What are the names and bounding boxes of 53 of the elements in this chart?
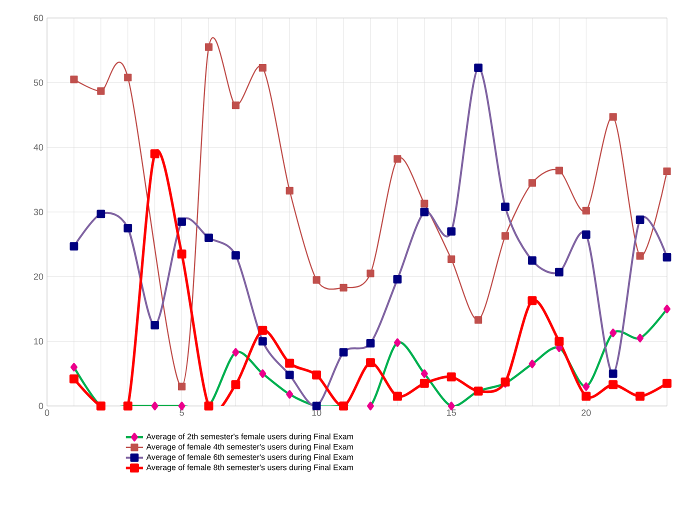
point (528, 179, 536, 187)
point (582, 206, 590, 214)
x-tick-label: 20 (582, 410, 591, 416)
y-tick-label: 10 (34, 338, 44, 345)
point (608, 380, 618, 390)
x-tick-label: 15 (447, 410, 456, 416)
y-tick-label: 20 (34, 273, 44, 280)
point (178, 382, 186, 390)
point (420, 200, 428, 208)
point (663, 167, 671, 176)
point (394, 155, 402, 163)
point (97, 87, 105, 95)
legend-label: Average of female 4th semester's users during Final Exam (146, 444, 353, 452)
point (555, 166, 563, 174)
legend-label: Average of female 6th semester's users during Final Exam (146, 454, 353, 462)
point (448, 255, 456, 263)
point (554, 336, 564, 346)
legend-label: Average of female 8th semester's users during Final Exam (146, 464, 353, 472)
point (232, 101, 240, 110)
point (420, 378, 429, 388)
legend-label: Average of 2th semester's female users during Final Exam (146, 433, 353, 441)
y-tick-label: 0 (38, 402, 44, 410)
x-tick-label: 0 (44, 410, 50, 416)
point (366, 270, 374, 278)
point (392, 392, 402, 401)
y-tick-label: 50 (34, 79, 44, 86)
point (501, 232, 510, 240)
point (340, 284, 348, 292)
point (474, 316, 482, 324)
point (70, 76, 78, 84)
point (636, 252, 644, 260)
point (124, 74, 132, 82)
point (258, 326, 268, 335)
point (366, 358, 375, 368)
point (69, 374, 78, 384)
y-tick-label: 60 (34, 14, 44, 22)
point (204, 43, 213, 51)
point (528, 296, 537, 306)
point (286, 186, 294, 194)
y-tick-label: 40 (34, 144, 44, 151)
point (231, 380, 240, 390)
point (312, 276, 320, 284)
point (312, 370, 322, 380)
point (177, 250, 186, 259)
point (150, 149, 160, 158)
y-tick-label: 30 (34, 208, 44, 216)
point (582, 392, 591, 401)
point (258, 64, 266, 72)
point (609, 113, 617, 121)
point (636, 392, 645, 401)
point (285, 358, 294, 368)
point (446, 372, 456, 382)
point (662, 378, 672, 388)
